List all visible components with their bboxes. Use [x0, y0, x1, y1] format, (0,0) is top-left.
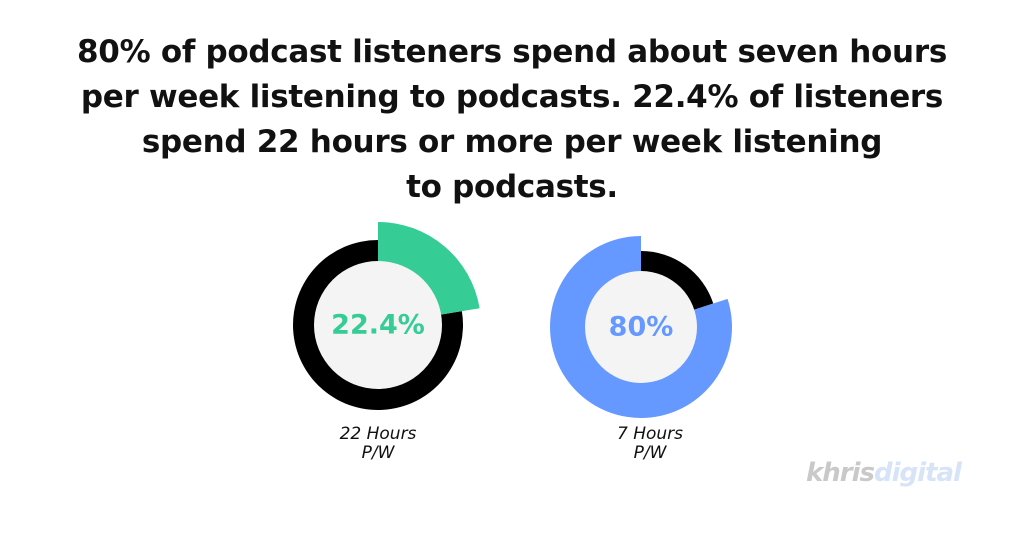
donut-caption: 22 Hours P/W [308, 425, 448, 463]
donut-caption: 7 Hours P/W [580, 425, 720, 463]
title-line: spend 22 hours or more per week listenin… [141, 124, 883, 160]
title-line: to podcasts. [406, 169, 618, 205]
donut-value-label: 22.4% [331, 310, 425, 341]
title-line: 80% of podcast listeners spend about sev… [77, 34, 947, 70]
donut-22-hours: 22.4% [293, 222, 480, 411]
caption-line: 7 Hours [616, 424, 684, 444]
donut-center [314, 261, 442, 389]
brand-logo: khrisdigital [806, 458, 962, 488]
caption-line: P/W [633, 443, 667, 463]
donut-7-hours: 80% [550, 236, 732, 419]
chart-title: 80% of podcast listeners spend about sev… [40, 30, 984, 210]
caption-line: P/W [361, 443, 395, 463]
donut-value-label: 80% [609, 312, 674, 343]
logo-part: khris [806, 458, 875, 488]
title-line: per week listening to podcasts. 22.4% of… [80, 79, 944, 115]
logo-part: digital [874, 458, 962, 488]
donut-center [585, 271, 697, 383]
caption-line: 22 Hours [339, 424, 417, 444]
